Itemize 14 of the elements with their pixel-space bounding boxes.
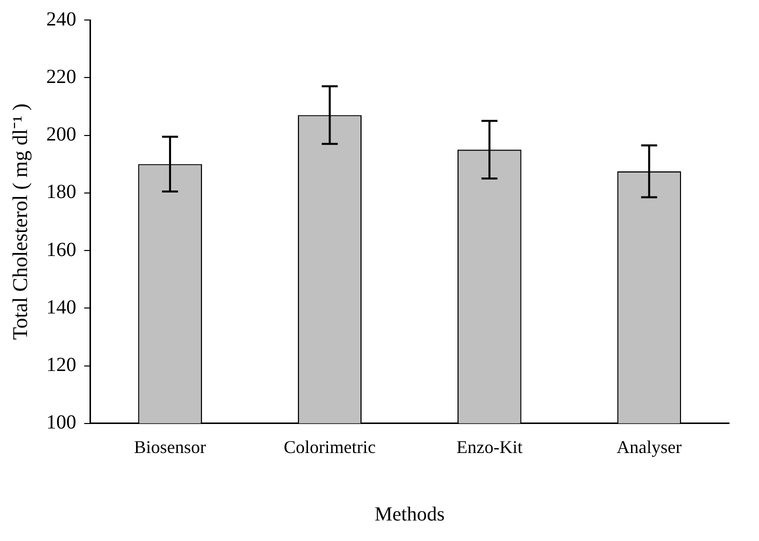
y-tick-label: 100 bbox=[46, 412, 76, 434]
y-tick-label: 120 bbox=[46, 354, 76, 376]
x-tick-label: Biosensor bbox=[134, 436, 206, 457]
y-tick-label: 180 bbox=[46, 181, 76, 204]
y-tick-label: 240 bbox=[46, 8, 76, 30]
x-axis-title: Methods bbox=[374, 503, 445, 526]
y-tick-label: 220 bbox=[46, 66, 76, 88]
y-tick-label: 200 bbox=[46, 124, 76, 146]
x-tick-label: Enzo-Kit bbox=[456, 436, 522, 457]
y-tick-label: 160 bbox=[46, 238, 76, 261]
y-tick-label: 140 bbox=[46, 296, 76, 318]
y-axis-title: Total Cholesterol ( mg dl⁻¹ ) bbox=[8, 104, 32, 340]
x-tick-label: Colorimetric bbox=[284, 436, 376, 457]
x-tick-label: Analyser bbox=[616, 436, 682, 457]
